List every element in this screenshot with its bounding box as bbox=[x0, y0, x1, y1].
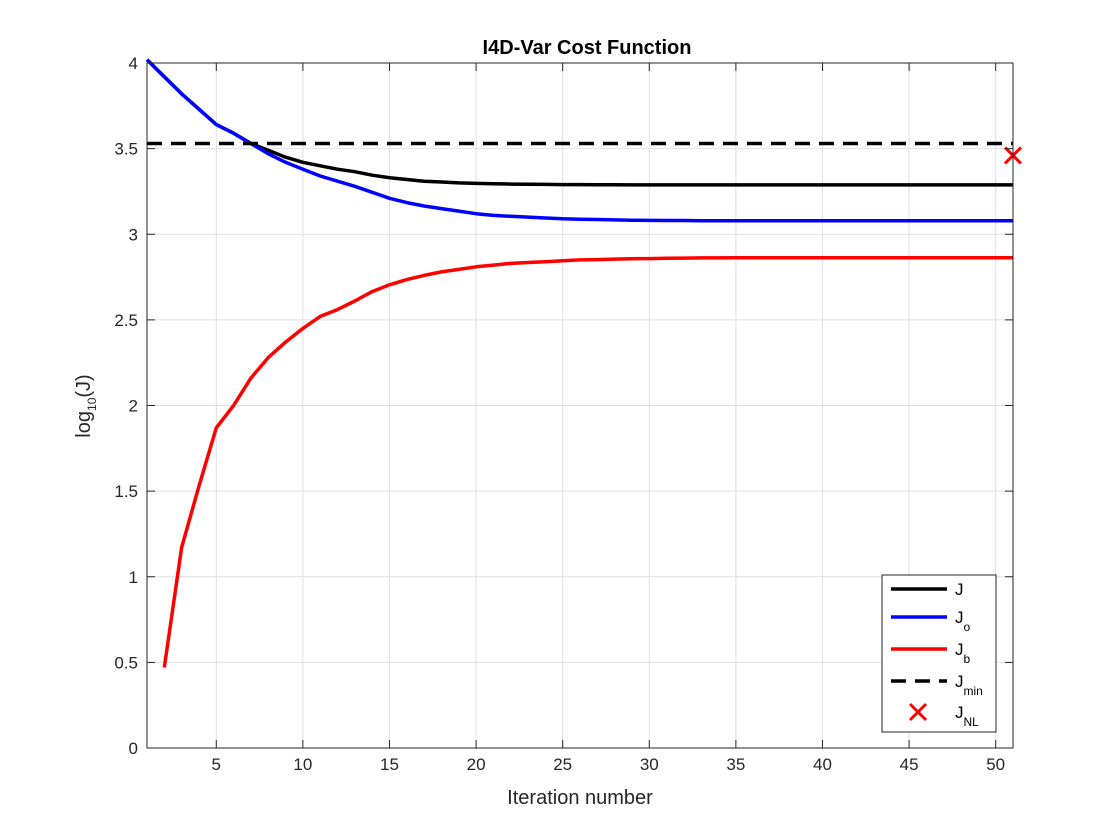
chart-title: I4D-Var Cost Function bbox=[483, 37, 692, 59]
legend-jb-label-main: J bbox=[955, 640, 964, 659]
y-tick-label: 2.5 bbox=[114, 311, 138, 330]
series-j-line bbox=[145, 58, 1013, 187]
x-axis-title: Iteration number bbox=[507, 787, 653, 809]
legend-jnl-marker bbox=[908, 702, 928, 722]
legend-jo-label-subscript: o bbox=[964, 620, 971, 634]
y-tick-label: 4 bbox=[129, 54, 138, 73]
legend-jb-label: Jb bbox=[955, 640, 971, 666]
x-tick-label: 25 bbox=[553, 755, 572, 774]
legend-jb-label-subscript: b bbox=[964, 652, 971, 666]
x-tick-label: 15 bbox=[380, 755, 399, 774]
x-tick-label: 30 bbox=[640, 755, 659, 774]
y-axis-title-subscript: 10 bbox=[85, 397, 99, 411]
y-tick-label: 1 bbox=[129, 568, 138, 587]
legend-jmin-label-subscript: min bbox=[964, 684, 983, 698]
series-layer bbox=[145, 58, 1023, 668]
y-tick-label: 3 bbox=[129, 225, 138, 244]
x-tick-label: 35 bbox=[726, 755, 745, 774]
y-axis-title: log10(J) bbox=[73, 374, 99, 437]
legend-box bbox=[881, 574, 997, 733]
legend-jmin-label-main: J bbox=[955, 672, 964, 691]
axis-tick-labels: 5 10 15 20 25 30 35 40 45 50 0 0.5 1 1.5 2 2.5 3 3.5 4 bbox=[114, 54, 1005, 774]
legend-j-label-main: J bbox=[955, 580, 964, 599]
y-tick-label: 1.5 bbox=[114, 482, 138, 501]
legend-jo-label: Jo bbox=[955, 608, 971, 634]
axis-ticks bbox=[147, 62, 1013, 749]
y-tick-label: 2 bbox=[129, 397, 138, 416]
y-axis-title-main: log bbox=[73, 411, 95, 438]
x-tick-label: 50 bbox=[986, 755, 1005, 774]
legend-jnl-label-main: J bbox=[955, 703, 964, 722]
y-tick-label: 0 bbox=[129, 739, 138, 758]
legend-j-label: J bbox=[955, 580, 964, 599]
series-jb-line bbox=[162, 255, 1013, 668]
legend-jmin-label: Jmin bbox=[955, 672, 983, 698]
legend-jnl-label-subscript: NL bbox=[964, 715, 980, 729]
x-tick-label: 45 bbox=[900, 755, 919, 774]
y-axis-title-tail: (J) bbox=[73, 374, 95, 397]
y-tick-label: 0.5 bbox=[114, 653, 138, 672]
legend-jnl-label: JNL bbox=[955, 703, 979, 729]
x-tick-label: 5 bbox=[212, 755, 221, 774]
y-tick-label: 3.5 bbox=[114, 140, 138, 159]
legend-jo-label-main: J bbox=[955, 608, 964, 627]
x-tick-label: 10 bbox=[293, 755, 312, 774]
series-jo-line bbox=[145, 58, 1013, 223]
x-tick-label: 40 bbox=[813, 755, 832, 774]
x-tick-label: 20 bbox=[467, 755, 486, 774]
